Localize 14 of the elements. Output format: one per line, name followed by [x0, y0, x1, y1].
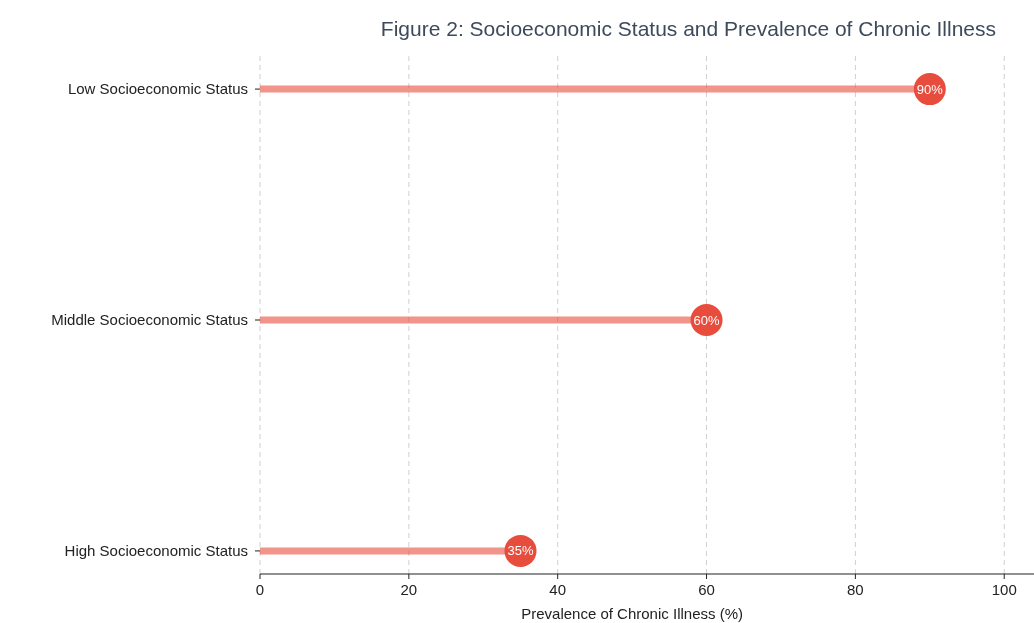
- data-label: 35%: [507, 543, 534, 559]
- data-label: 90%: [916, 81, 944, 97]
- y-tick-label: Low Socioeconomic Status: [67, 80, 248, 98]
- x-tick-label: 80: [847, 581, 864, 598]
- y-tick-label: High Socioeconomic Status: [64, 542, 248, 560]
- x-tick-label: 100: [991, 581, 1017, 598]
- x-axis-title: Prevalence of Chronic Illness (%): [521, 605, 743, 622]
- chart-title: Figure 2: Socioeconomic Status and Prevalence of Chronic Illness: [380, 17, 996, 40]
- x-tick-label: 20: [400, 581, 418, 598]
- x-tick-label: 0: [255, 581, 265, 598]
- x-tick-label: 40: [549, 581, 567, 598]
- y-tick-label: Middle Socioeconomic Status: [51, 311, 248, 329]
- x-tick-label: 60: [698, 581, 715, 598]
- data-label: 60%: [693, 312, 720, 328]
